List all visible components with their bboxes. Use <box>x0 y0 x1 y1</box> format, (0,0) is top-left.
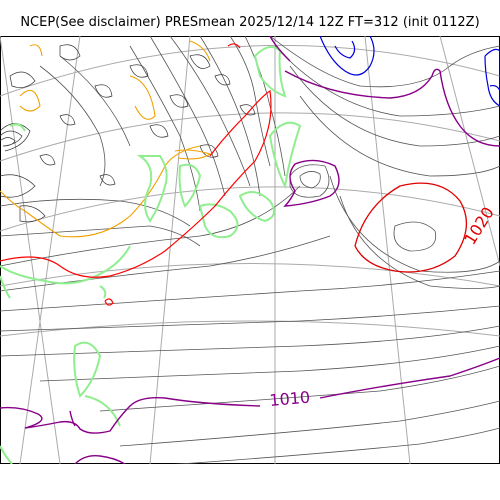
coastline-segment <box>136 155 168 223</box>
low-isobar <box>334 40 356 59</box>
isobar-1010-line <box>269 36 291 62</box>
terrain-contour <box>59 114 76 126</box>
isobar-1010 <box>0 36 500 464</box>
isobar <box>299 171 321 189</box>
label-1010: 1010 <box>269 388 311 410</box>
isobar <box>289 164 330 198</box>
isobar <box>339 195 500 289</box>
isobar <box>119 400 500 447</box>
orange-contour <box>29 44 43 57</box>
latitude-line <box>0 263 500 287</box>
isobar <box>169 36 251 187</box>
isobar <box>99 365 500 412</box>
terrain-contour <box>239 104 256 116</box>
coastline-segment <box>253 46 287 98</box>
terrain-contour <box>129 64 149 78</box>
terrain-contour <box>189 54 211 69</box>
isobar-1010-line <box>283 159 340 207</box>
isobar <box>0 198 191 227</box>
map-frame: 1020 1010 <box>0 36 500 464</box>
isobar-1010-line <box>284 68 500 147</box>
isobar-1020-line <box>354 182 467 273</box>
longitude-line <box>439 36 500 267</box>
terrain-contour <box>9 71 36 88</box>
terrain-contour <box>214 74 231 86</box>
terrain-contour <box>39 154 56 166</box>
isobar <box>393 221 437 252</box>
terrain-contour <box>0 123 31 152</box>
isobar <box>0 305 500 332</box>
coastline-segment <box>0 445 13 464</box>
isobar-1000-line <box>0 90 272 278</box>
orange-contour <box>129 75 156 120</box>
terrain-contour <box>169 94 189 108</box>
map-title: NCEP(See disclaimer) PRESmean 2025/12/14… <box>20 15 480 30</box>
terrain-contour <box>99 174 116 186</box>
isobar-low <box>319 36 500 107</box>
coastline-segment <box>99 285 107 299</box>
latitude-line <box>0 112 500 162</box>
isobar-1010-line <box>74 454 126 464</box>
pressure-map: 1020 1010 <box>0 36 500 464</box>
terrain-contour <box>19 205 46 223</box>
orange-contour <box>0 145 201 238</box>
isobar-1000 <box>0 43 272 306</box>
isobar-1000-line <box>104 298 114 306</box>
isobar <box>229 36 271 167</box>
isobar <box>0 270 500 312</box>
map-border <box>0 36 500 464</box>
coastline <box>0 46 302 464</box>
isobar <box>299 95 500 177</box>
isobar <box>149 36 226 197</box>
terrain-contour <box>59 44 81 61</box>
longitude-line <box>364 36 411 464</box>
orange-contour <box>19 89 41 112</box>
isobar <box>39 345 500 382</box>
isobar <box>289 65 500 147</box>
isobar <box>59 55 131 147</box>
terrain-contour <box>149 124 169 138</box>
isobar <box>173 427 500 464</box>
isobar-1020 <box>354 182 467 273</box>
isobar <box>0 325 500 357</box>
isobar <box>39 65 106 187</box>
isobar-1010-line <box>0 396 261 434</box>
coastline-segment <box>84 395 121 427</box>
terrain-contour <box>0 137 16 147</box>
coastline-segment <box>178 163 202 208</box>
coastline-segment <box>0 245 131 285</box>
low-isobar <box>319 36 375 76</box>
coastline-segment <box>238 191 275 223</box>
coastline-segment <box>0 275 11 299</box>
terrain-contour <box>199 144 219 158</box>
coastline-segment <box>9 123 26 132</box>
orange-contour <box>189 40 211 62</box>
coastline-segment <box>268 121 302 190</box>
isobar-1000-line <box>227 43 241 49</box>
isobar-1010-line <box>69 410 76 427</box>
terrain-contour <box>0 174 36 198</box>
isobar-1010-line <box>319 357 500 399</box>
low-isobar <box>484 48 500 107</box>
orange-contours <box>0 40 212 238</box>
terrain-contour <box>94 84 113 98</box>
isobar <box>274 45 500 117</box>
longitude-line <box>0 36 61 464</box>
longitude-line <box>19 36 81 464</box>
low-isobar <box>489 84 500 92</box>
terrain-contours <box>0 44 256 223</box>
coastline-segment <box>73 341 102 398</box>
latitude-line <box>0 186 500 232</box>
orange-contour <box>174 149 212 160</box>
isobar <box>199 36 261 197</box>
isobar <box>269 36 500 88</box>
